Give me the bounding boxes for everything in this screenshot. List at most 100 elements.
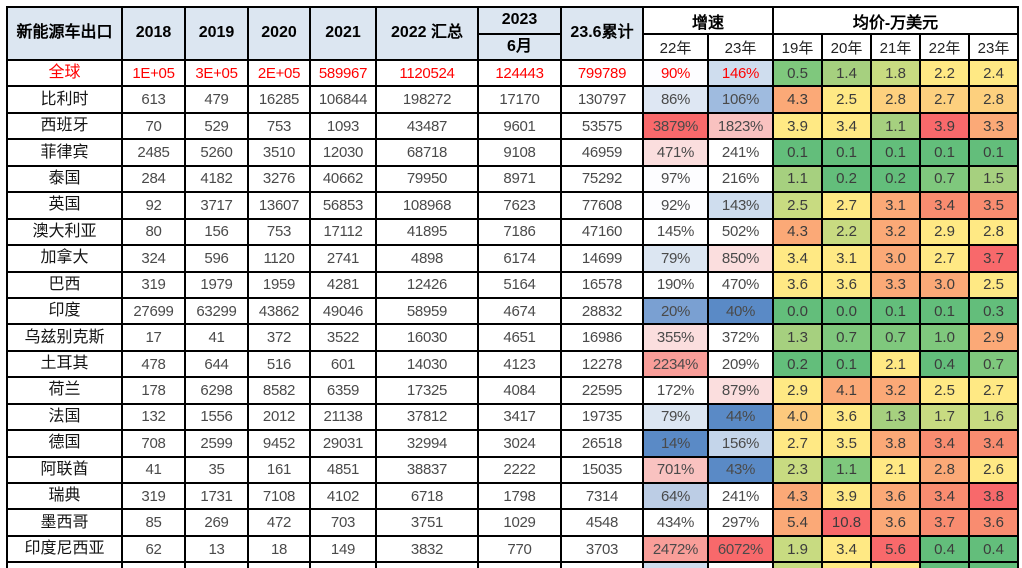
subheader-growth-23[interactable]: 23年	[707, 33, 774, 61]
growth-cell[interactable]: 14%	[642, 429, 709, 458]
header-2023[interactable]: 2023	[477, 6, 562, 35]
value-cell[interactable]: 12278	[560, 349, 644, 379]
value-cell[interactable]	[375, 561, 479, 568]
value-cell[interactable]: 7186	[477, 217, 562, 247]
price-cell[interactable]: 4.0	[772, 402, 823, 432]
price-cell[interactable]: 5.4	[772, 508, 823, 537]
subheader-price-21[interactable]: 21年	[870, 33, 921, 61]
value-cell[interactable]: 29031	[309, 429, 377, 458]
value-cell[interactable]: 2222	[477, 455, 562, 485]
value-cell[interactable]: 7108	[247, 481, 311, 511]
value-cell[interactable]: 17170	[477, 85, 562, 114]
price-cell[interactable]: 0.1	[870, 296, 921, 326]
value-cell[interactable]: 85	[121, 508, 186, 537]
growth-cell[interactable]: 434%	[642, 508, 709, 537]
price-cell[interactable]: 3.4	[821, 111, 872, 141]
growth-cell[interactable]: 90%	[642, 58, 709, 88]
header-corner[interactable]: 新能源车出口	[6, 6, 123, 61]
value-cell[interactable]: 9108	[477, 138, 562, 167]
growth-cell[interactable]: 44%	[707, 402, 774, 432]
value-cell[interactable]: 13607	[247, 191, 311, 220]
header-june[interactable]: 6月	[477, 33, 562, 61]
value-cell[interactable]	[560, 561, 644, 568]
subheader-price-22[interactable]: 22年	[919, 33, 970, 61]
value-cell[interactable]: 16578	[560, 270, 644, 299]
country-cell[interactable]: 菲律宾	[6, 138, 123, 167]
value-cell[interactable]: 53575	[560, 111, 644, 141]
growth-cell[interactable]: 43%	[707, 455, 774, 485]
value-cell[interactable]: 68718	[375, 138, 479, 167]
price-cell[interactable]: 2.7	[821, 191, 872, 220]
price-cell[interactable]: 3.6	[821, 402, 872, 432]
price-cell[interactable]	[968, 561, 1019, 568]
country-cell[interactable]: 加拿大	[6, 244, 123, 273]
value-cell[interactable]: 4674	[477, 296, 562, 326]
growth-cell[interactable]	[642, 561, 709, 568]
growth-cell[interactable]: 86%	[642, 85, 709, 114]
price-cell[interactable]: 0.7	[919, 164, 970, 194]
value-cell[interactable]	[309, 561, 377, 568]
value-cell[interactable]: 108968	[375, 191, 479, 220]
value-cell[interactable]: 149	[309, 534, 377, 564]
growth-cell[interactable]: 6072%	[707, 534, 774, 564]
country-cell[interactable]: 土耳其	[6, 349, 123, 379]
price-cell[interactable]	[919, 561, 970, 568]
price-cell[interactable]: 0.1	[772, 138, 823, 167]
value-cell[interactable]: 2741	[309, 244, 377, 273]
price-cell[interactable]: 1.9	[772, 534, 823, 564]
price-cell[interactable]: 0.7	[968, 349, 1019, 379]
header-growth[interactable]: 增速	[642, 6, 774, 35]
growth-cell[interactable]: 79%	[642, 402, 709, 432]
country-cell[interactable]: 泰国	[6, 164, 123, 194]
value-cell[interactable]: 613	[121, 85, 186, 114]
value-cell[interactable]: 70	[121, 111, 186, 141]
value-cell[interactable]: 4123	[477, 349, 562, 379]
value-cell[interactable]: 75292	[560, 164, 644, 194]
value-cell[interactable]: 7314	[560, 481, 644, 511]
price-cell[interactable]: 0.2	[821, 164, 872, 194]
price-cell[interactable]: 0.4	[919, 534, 970, 564]
price-cell[interactable]: 2.1	[870, 455, 921, 485]
value-cell[interactable]: 5260	[184, 138, 249, 167]
country-cell[interactable]: 比利时	[6, 85, 123, 114]
growth-cell[interactable]: 241%	[707, 138, 774, 167]
price-cell[interactable]: 4.3	[772, 217, 823, 247]
price-cell[interactable]: 2.9	[772, 376, 823, 405]
growth-cell[interactable]	[707, 561, 774, 568]
price-cell[interactable]: 10.8	[821, 508, 872, 537]
price-cell[interactable]: 0.0	[772, 296, 823, 326]
price-cell[interactable]: 0.1	[919, 138, 970, 167]
price-cell[interactable]: 2.9	[968, 323, 1019, 352]
price-cell[interactable]: 1.8	[870, 58, 921, 88]
price-cell[interactable]: 2.6	[968, 455, 1019, 485]
price-cell[interactable]: 3.1	[870, 191, 921, 220]
price-cell[interactable]: 3.4	[821, 534, 872, 564]
price-cell[interactable]: 3.9	[919, 111, 970, 141]
value-cell[interactable]: 63299	[184, 296, 249, 326]
value-cell[interactable]: 35	[184, 455, 249, 485]
value-cell[interactable]: 17325	[375, 376, 479, 405]
value-cell[interactable]: 3717	[184, 191, 249, 220]
price-cell[interactable]: 3.9	[772, 111, 823, 141]
growth-cell[interactable]: 502%	[707, 217, 774, 247]
value-cell[interactable]: 8582	[247, 376, 311, 405]
price-cell[interactable]: 3.9	[821, 481, 872, 511]
price-cell[interactable]	[821, 561, 872, 568]
price-cell[interactable]: 3.2	[870, 217, 921, 247]
price-cell[interactable]: 3.4	[968, 429, 1019, 458]
country-cell[interactable]: 印度	[6, 296, 123, 326]
value-cell[interactable]: 7623	[477, 191, 562, 220]
value-cell[interactable]: 1798	[477, 481, 562, 511]
value-cell[interactable]: 4281	[309, 270, 377, 299]
value-cell[interactable]: 19735	[560, 402, 644, 432]
subheader-price-19[interactable]: 19年	[772, 33, 823, 61]
value-cell[interactable]: 644	[184, 349, 249, 379]
price-cell[interactable]: 3.1	[821, 244, 872, 273]
value-cell[interactable]: 703	[309, 508, 377, 537]
price-cell[interactable]: 3.4	[772, 244, 823, 273]
value-cell[interactable]: 58959	[375, 296, 479, 326]
price-cell[interactable]: 0.1	[968, 138, 1019, 167]
value-cell[interactable]: 529	[184, 111, 249, 141]
price-cell[interactable]: 2.3	[772, 455, 823, 485]
value-cell[interactable]: 132	[121, 402, 186, 432]
